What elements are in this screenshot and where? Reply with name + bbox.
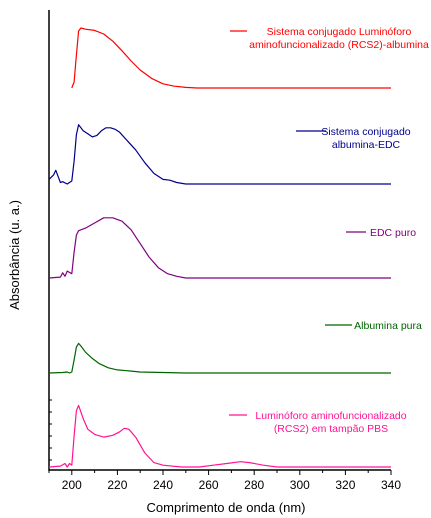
legend-layer: Sistema conjugado Luminóforoaminofuncion… [229,26,429,435]
series-line-5 [48,404,391,468]
x-tick-label-340: 340 [381,478,401,492]
x-tick-label-240: 240 [153,478,173,492]
y-axis-title: Absorbância (u. a.) [7,200,22,310]
legend-label-4-line-1: Albumina pura [354,320,422,332]
x-tick-label-280: 280 [244,478,264,492]
x-tick-label-300: 300 [290,478,310,492]
series-layer [48,27,391,468]
x-tick-label-260: 260 [199,478,219,492]
plot-frame [49,10,391,470]
x-tick-label-200: 200 [62,478,82,492]
legend-label-1-line-2: aminofuncionalizado (RCS2)-albumina [249,39,429,51]
legend-label-5-line-1: Luminóforo aminofuncionalizado [255,410,406,422]
series-line-3 [48,217,391,279]
legend-label-3-line-1: EDC puro [370,227,416,239]
series-line-1 [71,27,391,89]
series-line-4 [48,342,391,374]
series-line-2 [48,124,391,185]
legend-label-2-line-1: Sistema conjugado [321,126,410,138]
x-axis-title: Comprimento de onda (nm) [147,500,306,515]
legend-label-2-line-2: albumina-EDC [332,139,401,151]
x-axis-ticks: 200 220 240 260 280 300 320 340 [48,399,401,492]
x-tick-label-220: 220 [107,478,127,492]
legend-label-5-line-2: (RCS2) em tampão PBS [274,423,388,435]
x-tick-label-320: 320 [335,478,355,492]
legend-label-1-line-1: Sistema conjugado Luminóforo [267,26,412,38]
